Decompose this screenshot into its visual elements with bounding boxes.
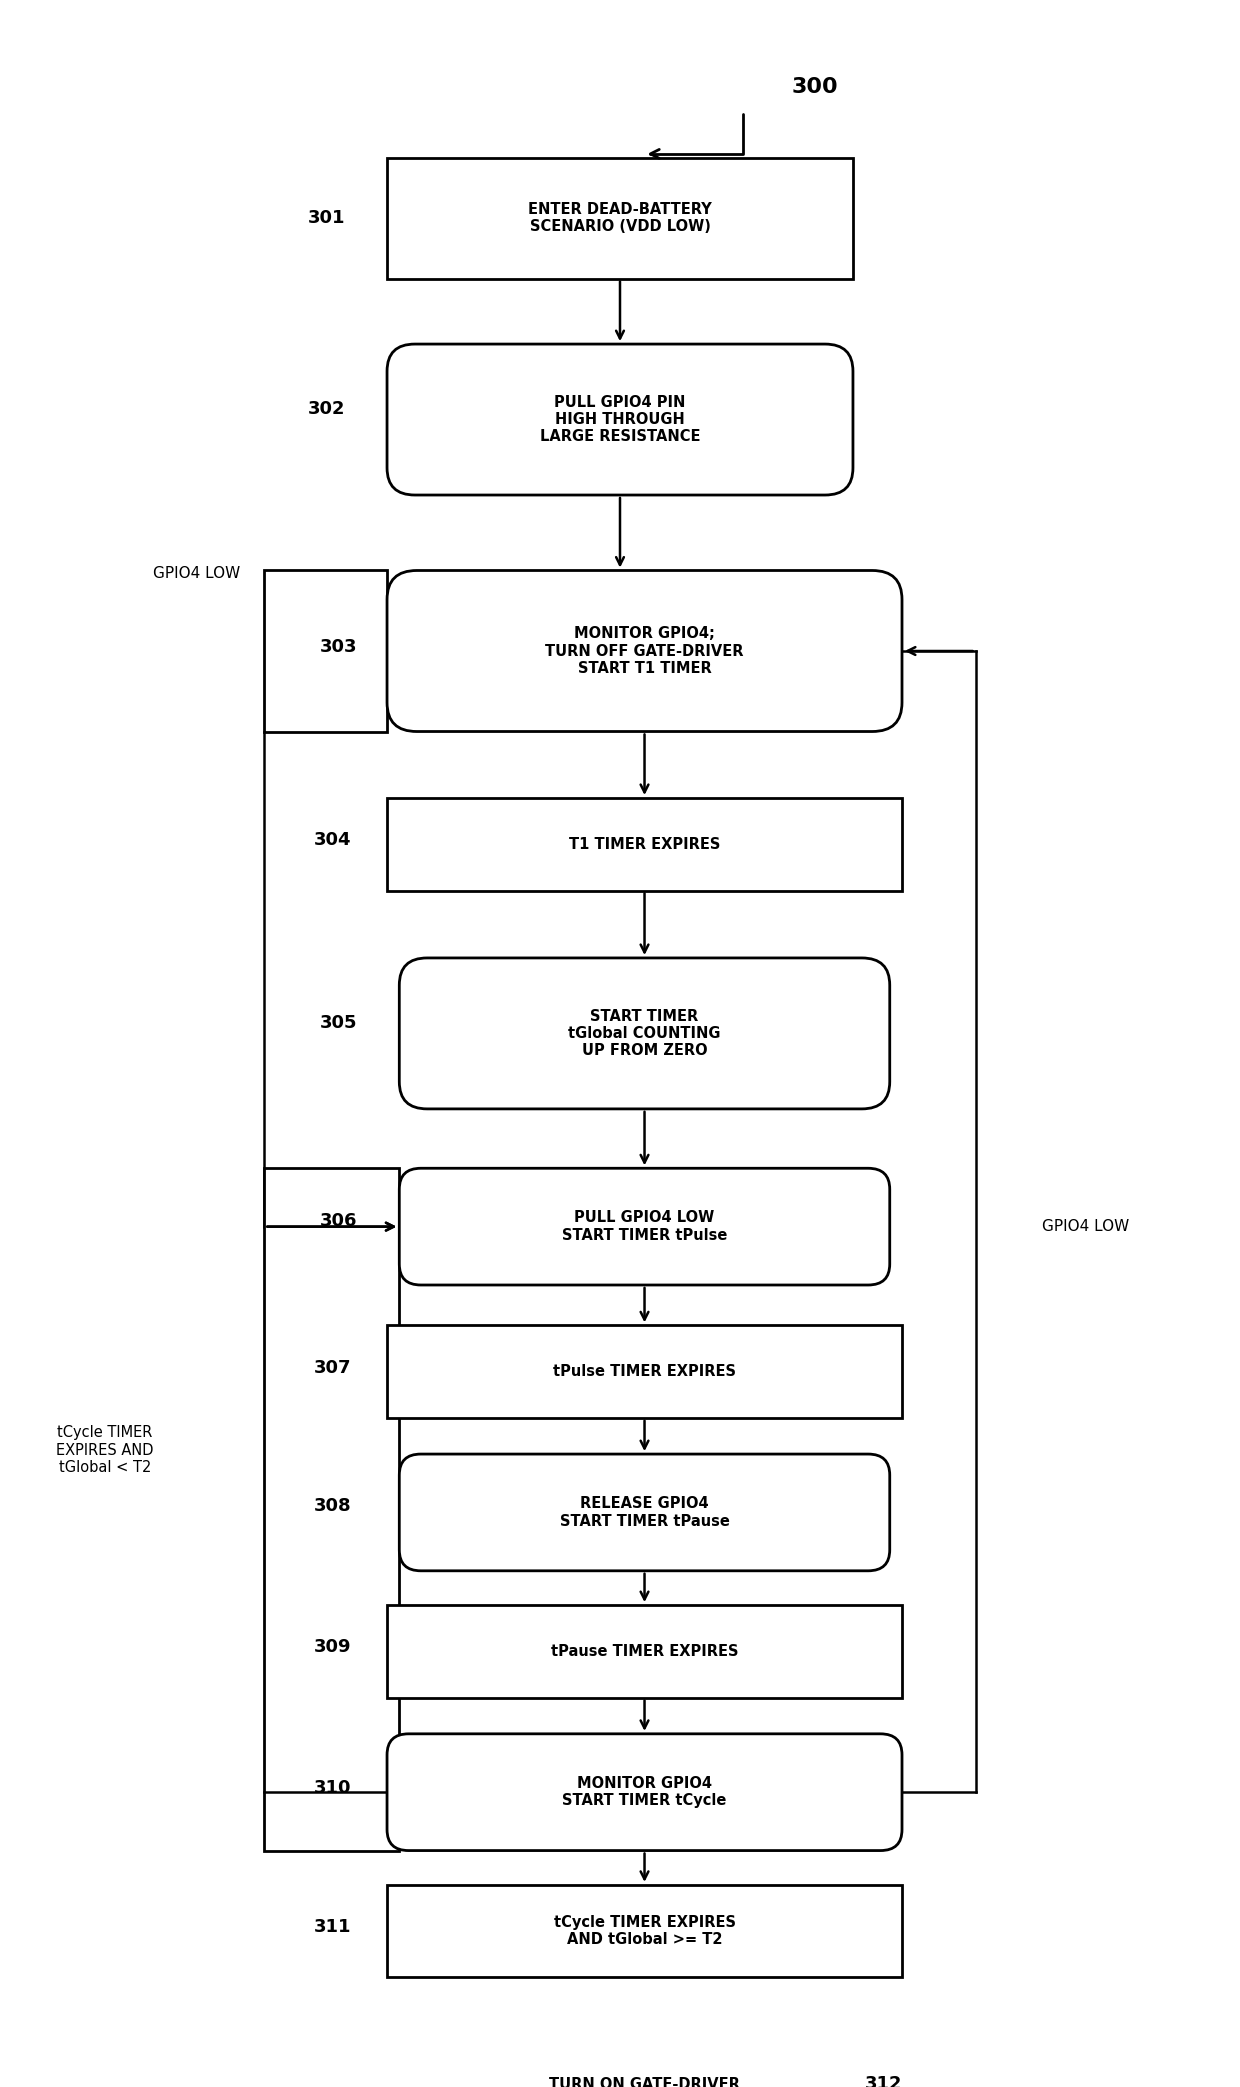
FancyBboxPatch shape xyxy=(387,1734,901,1851)
Text: 309: 309 xyxy=(314,1638,351,1657)
Text: tCycle TIMER EXPIRES
AND tGlobal >= T2: tCycle TIMER EXPIRES AND tGlobal >= T2 xyxy=(553,1916,735,1947)
Text: PULL GPIO4 LOW
START TIMER tPulse: PULL GPIO4 LOW START TIMER tPulse xyxy=(562,1210,727,1244)
Text: 306: 306 xyxy=(320,1213,357,1229)
FancyBboxPatch shape xyxy=(399,1455,890,1572)
Text: PULL GPIO4 PIN
HIGH THROUGH
LARGE RESISTANCE: PULL GPIO4 PIN HIGH THROUGH LARGE RESIST… xyxy=(539,394,701,445)
FancyBboxPatch shape xyxy=(387,570,901,733)
Text: GPIO4 LOW: GPIO4 LOW xyxy=(1043,1219,1130,1233)
Text: START TIMER
tGlobal COUNTING
UP FROM ZERO: START TIMER tGlobal COUNTING UP FROM ZER… xyxy=(568,1008,720,1058)
Text: TURN ON GATE-DRIVER: TURN ON GATE-DRIVER xyxy=(549,2077,740,2087)
Text: tPause TIMER EXPIRES: tPause TIMER EXPIRES xyxy=(551,1645,738,1659)
FancyBboxPatch shape xyxy=(399,1169,890,1286)
Text: 310: 310 xyxy=(314,1780,351,1797)
Bar xyxy=(387,1605,901,1697)
Text: GPIO4 LOW: GPIO4 LOW xyxy=(154,566,241,580)
Bar xyxy=(264,570,387,733)
Text: 305: 305 xyxy=(320,1014,357,1033)
Bar xyxy=(387,1885,901,1976)
Text: 302: 302 xyxy=(308,401,345,419)
Text: tCycle TIMER
EXPIRES AND
tGlobal < T2: tCycle TIMER EXPIRES AND tGlobal < T2 xyxy=(56,1425,154,1476)
Text: 307: 307 xyxy=(314,1359,351,1377)
Text: 304: 304 xyxy=(314,831,351,849)
Text: 300: 300 xyxy=(791,77,838,98)
Text: T1 TIMER EXPIRES: T1 TIMER EXPIRES xyxy=(569,837,720,851)
Text: ENTER DEAD-BATTERY
SCENARIO (VDD LOW): ENTER DEAD-BATTERY SCENARIO (VDD LOW) xyxy=(528,202,712,234)
Text: 312: 312 xyxy=(866,2074,903,2087)
FancyBboxPatch shape xyxy=(387,344,853,495)
Text: 303: 303 xyxy=(320,639,357,655)
Bar xyxy=(264,1169,399,1851)
Text: 311: 311 xyxy=(314,1918,351,1937)
Bar xyxy=(387,159,853,280)
Bar xyxy=(387,1325,901,1417)
Text: 301: 301 xyxy=(308,209,345,227)
Bar xyxy=(387,797,901,891)
FancyBboxPatch shape xyxy=(412,2037,878,2087)
FancyBboxPatch shape xyxy=(399,958,890,1108)
Text: RELEASE GPIO4
START TIMER tPause: RELEASE GPIO4 START TIMER tPause xyxy=(559,1496,729,1528)
Text: MONITOR GPIO4;
TURN OFF GATE-DRIVER
START T1 TIMER: MONITOR GPIO4; TURN OFF GATE-DRIVER STAR… xyxy=(546,626,744,676)
Text: MONITOR GPIO4
START TIMER tCycle: MONITOR GPIO4 START TIMER tCycle xyxy=(562,1776,727,1809)
Text: tPulse TIMER EXPIRES: tPulse TIMER EXPIRES xyxy=(553,1365,737,1380)
Text: 308: 308 xyxy=(314,1496,351,1515)
